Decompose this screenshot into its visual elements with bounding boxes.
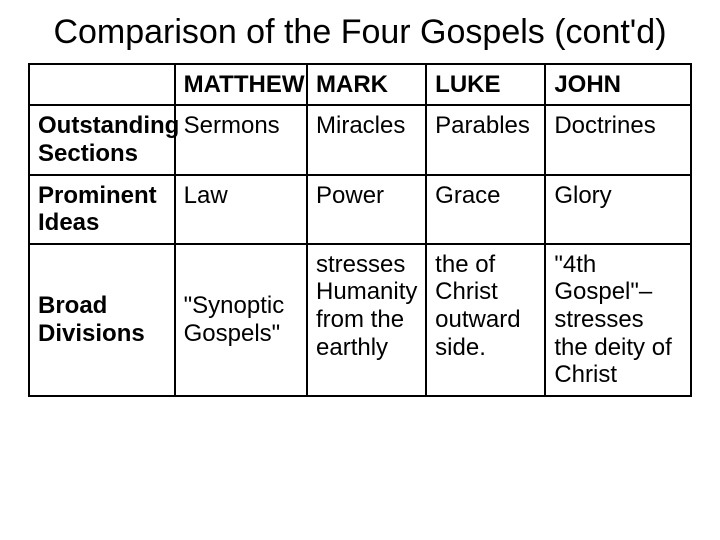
cell: Law bbox=[175, 175, 307, 244]
header-luke: LUKE bbox=[426, 64, 545, 106]
header-john: JOHN bbox=[545, 64, 691, 106]
comparison-table: MATTHEW MARK LUKE JOHN Outstanding Secti… bbox=[28, 63, 692, 397]
cell: Miracles bbox=[307, 105, 426, 174]
cell: "4th Gospel"– stresses the deity of Chri… bbox=[545, 244, 691, 396]
cell: Glory bbox=[545, 175, 691, 244]
page-title: Comparison of the Four Gospels (cont'd) bbox=[28, 12, 692, 53]
row-label-outstanding-sections: Outstanding Sections bbox=[29, 105, 175, 174]
header-matthew: MATTHEW bbox=[175, 64, 307, 106]
cell: Grace bbox=[426, 175, 545, 244]
cell: the of Christ outward side. bbox=[426, 244, 545, 396]
row-label-prominent-ideas: Prominent Ideas bbox=[29, 175, 175, 244]
table-header-row: MATTHEW MARK LUKE JOHN bbox=[29, 64, 691, 106]
cell: Parables bbox=[426, 105, 545, 174]
header-mark: MARK bbox=[307, 64, 426, 106]
table-row: Broad Divisions "Synoptic Gospels" stres… bbox=[29, 244, 691, 396]
cell: Power bbox=[307, 175, 426, 244]
row-label-broad-divisions: Broad Divisions bbox=[29, 244, 175, 396]
cell: "Synoptic Gospels" bbox=[175, 244, 307, 396]
table-row: Prominent Ideas Law Power Grace Glory bbox=[29, 175, 691, 244]
cell: Sermons bbox=[175, 105, 307, 174]
table-row: Outstanding Sections Sermons Miracles Pa… bbox=[29, 105, 691, 174]
cell: Doctrines bbox=[545, 105, 691, 174]
cell: stresses Humanity from the earthly bbox=[307, 244, 426, 396]
header-empty bbox=[29, 64, 175, 106]
